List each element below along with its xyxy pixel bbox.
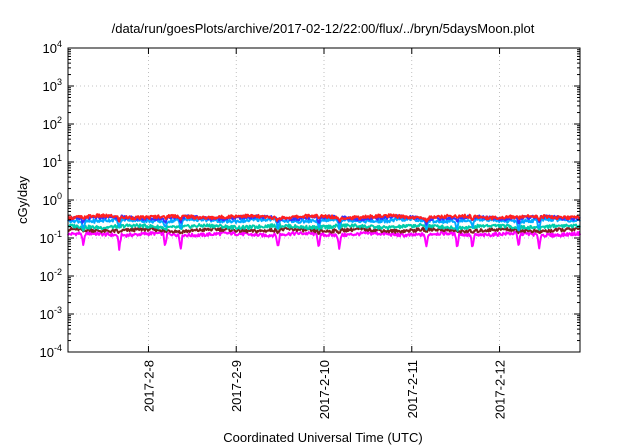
y-axis: 10-4 10-3 10-2 10-1 100 101 102 103 104 <box>40 39 580 360</box>
y-tick-label: 10-1 <box>40 229 62 246</box>
series-group <box>67 213 581 251</box>
x-tick-label: 2017-2-8 <box>141 360 156 412</box>
x-tick-label: 2017-2-9 <box>229 360 244 412</box>
y-tick-label: 104 <box>43 39 62 56</box>
y-tick-label: 102 <box>43 115 62 132</box>
series-line <box>67 222 581 232</box>
y-tick-label: 100 <box>43 191 62 208</box>
y-axis-label: cGy/day <box>15 176 30 224</box>
x-axis: 2017-2-8 2017-2-9 2017-2-10 2017-2-11 2017-2… <box>141 48 508 419</box>
x-tick-label: 2017-2-11 <box>405 360 420 418</box>
series-line <box>67 230 581 251</box>
chart-title: /data/run/goesPlots/archive/2017-02-12/2… <box>112 21 535 36</box>
y-tick-label: 10-3 <box>40 305 62 322</box>
y-tick-label: 101 <box>43 153 62 170</box>
series-line <box>67 226 581 235</box>
x-tick-label: 2017-2-10 <box>317 360 332 419</box>
grid-lines <box>68 48 580 352</box>
x-tick-label: 2017-2-12 <box>493 360 508 419</box>
x-axis-label: Coordinated Universal Time (UTC) <box>223 430 422 445</box>
series-line <box>67 216 581 232</box>
y-tick-label: 10-2 <box>40 267 62 284</box>
y-tick-label: 103 <box>43 77 62 94</box>
y-tick-label: 10-4 <box>40 343 62 360</box>
series-line <box>67 213 581 223</box>
